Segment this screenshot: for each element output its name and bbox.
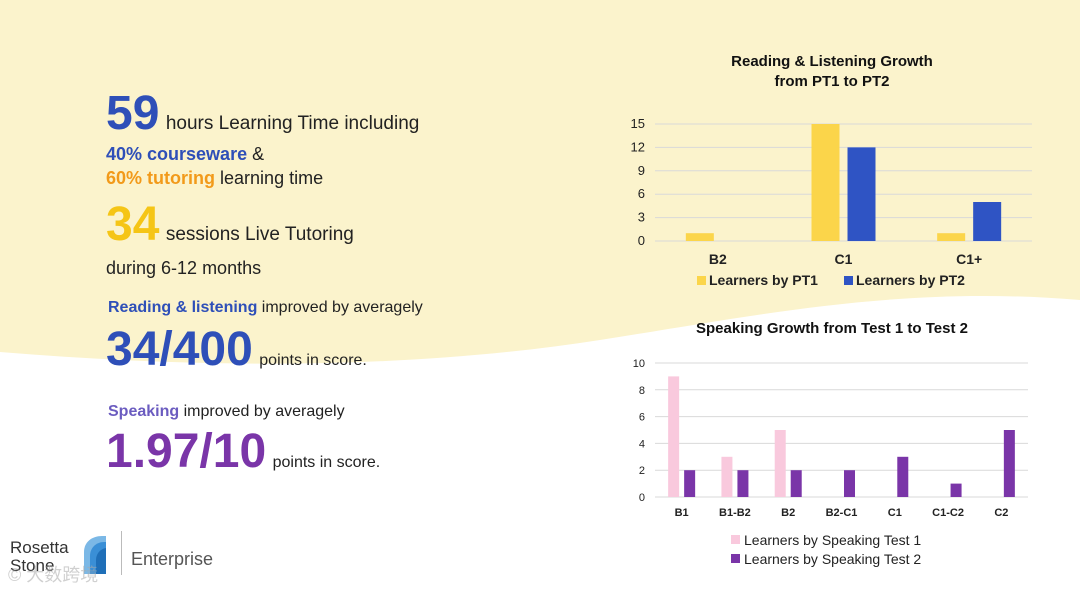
reading-label: Reading & listening (108, 299, 258, 316)
chart2-legend: Learners by Speaking Test 1 Learners by … (731, 532, 921, 567)
logo-divider (121, 531, 122, 575)
reading-listening-chart: Reading & Listening Growth from PT1 to P… (631, 53, 1032, 288)
tutoring-suffix: learning time (220, 168, 324, 188)
legend-label-test1: Learners by Speaking Test 1 (744, 532, 921, 548)
bar-b2-series2 (790, 470, 802, 497)
bar-c1plus-series1 (937, 233, 966, 241)
speaking-line: Speaking improved by averagely (108, 403, 345, 421)
logo-wordmark: Rosetta Stone (10, 539, 69, 575)
logo-line1: Rosetta (10, 538, 69, 557)
x-tick-label: C2 (994, 507, 1008, 519)
reading-line: Reading & listening improved by averagel… (108, 299, 423, 317)
legend-swatch-pt1 (697, 276, 706, 285)
legend-swatch-pt2 (844, 276, 853, 285)
watermark: © 大数跨境 (8, 561, 98, 587)
bar-b1-series2 (684, 470, 696, 497)
sessions-value: 34 (106, 198, 160, 251)
tutoring-pct: 60% tutoring (106, 168, 216, 188)
bar-b1-b2-series2 (737, 470, 749, 497)
chart1-y-ticks: 0 3 6 9 12 15 (631, 116, 645, 248)
watermark-icon: © (8, 565, 22, 585)
y-tick-label: 0 (639, 492, 645, 504)
bar-c1-c2-series2 (950, 483, 962, 497)
speaking-suffix: improved by averagely (183, 403, 345, 420)
chart2-grid (655, 362, 1028, 498)
y-tick-label: 3 (638, 210, 645, 225)
reading-score-suffix: points in score. (259, 352, 367, 369)
x-tick-label: B2 (709, 251, 727, 267)
speaking-score-suffix: points in score. (272, 454, 381, 471)
y-tick-label: 10 (633, 358, 645, 370)
bar-b2-series1 (774, 430, 786, 497)
y-tick-label: 6 (638, 186, 645, 201)
bar-b2-c1-series2 (844, 470, 855, 497)
bar-c1plus-series2 (973, 202, 1002, 241)
y-tick-label: 2 (639, 465, 645, 477)
chart2-title: Speaking Growth from Test 1 to Test 2 (696, 320, 968, 337)
y-tick-label: 12 (631, 139, 645, 154)
x-tick-label: B2 (781, 507, 795, 519)
reading-score: 34/400 (106, 323, 253, 376)
chart1-x-ticks: B2 C1 C1+ (709, 251, 982, 267)
legend-swatch-test1 (731, 535, 740, 544)
y-tick-label: 15 (631, 116, 645, 131)
reading-score-line: 34/400 points in score. (106, 326, 367, 374)
hours-value: 59 (106, 87, 160, 140)
bar-c2-series2 (1003, 430, 1015, 497)
courseware-suffix: & (252, 144, 265, 164)
y-tick-label: 6 (639, 412, 645, 424)
y-tick-label: 0 (638, 233, 645, 248)
chart2-y-ticks: 0 2 4 6 8 10 (633, 358, 645, 504)
x-tick-label: C1 (888, 507, 902, 519)
y-tick-label: 4 (639, 438, 645, 450)
x-tick-label: C1 (835, 251, 853, 267)
enterprise-label: Enterprise (131, 549, 214, 569)
x-tick-label: C1+ (956, 251, 982, 267)
legend-label-test2: Learners by Speaking Test 2 (744, 551, 921, 567)
speaking-score-line: 1.97/10 points in score. (106, 428, 380, 476)
rosetta-stone-icon (84, 536, 106, 574)
x-tick-label: B2-C1 (826, 507, 858, 519)
chart1-grid (655, 123, 1032, 242)
y-tick-label: 9 (638, 163, 645, 178)
x-tick-label: C1-C2 (932, 507, 964, 519)
legend-label-pt2: Learners by PT2 (856, 272, 965, 288)
logo-line2: Stone (10, 556, 55, 575)
reading-suffix: improved by averagely (261, 299, 423, 316)
chart1-title-line2: from PT1 to PT2 (774, 73, 889, 90)
speaking-score: 1.97/10 (106, 425, 267, 478)
speaking-chart: Speaking Growth from Test 1 to Test 2 0 2… (633, 320, 1028, 567)
hours-line: 59 hours Learning Time including (106, 90, 419, 138)
tutoring-line: 60% tutoring learning time (106, 168, 323, 189)
legend-swatch-test2 (731, 554, 740, 563)
x-tick-label: B1 (675, 507, 689, 519)
duration-text: during 6-12 months (106, 258, 262, 278)
courseware-pct: 40% courseware (106, 144, 248, 164)
bar-c1-series2 (897, 456, 909, 497)
sessions-line: 34 sessions Live Tutoring (106, 201, 354, 249)
x-tick-label: B1-B2 (719, 507, 751, 519)
y-tick-label: 8 (639, 385, 645, 397)
legend-label-pt1: Learners by PT1 (709, 272, 818, 288)
bar-b1-series1 (668, 376, 680, 497)
bar-b1-b2-series1 (721, 456, 733, 497)
bar-c1-series2 (847, 147, 876, 241)
sessions-text: sessions Live Tutoring (165, 224, 354, 245)
bar-c1-series1 (811, 124, 840, 241)
chart1-bars (685, 124, 1002, 241)
chart2-bars (668, 376, 1015, 497)
courseware-line: 40% courseware & (106, 144, 264, 165)
bar-b2-series1 (685, 233, 714, 241)
hours-text: hours Learning Time including (165, 113, 420, 134)
chart1-legend: Learners by PT1 Learners by PT2 (697, 272, 965, 288)
watermark-text: 大数跨境 (26, 565, 99, 585)
yellow-band (0, 0, 1080, 364)
chart1-title-line1: Reading & Listening Growth (731, 53, 933, 70)
speaking-label: Speaking (108, 403, 180, 420)
chart2-x-ticks: B1 B1-B2 B2 B2-C1 C1 C1-C2 C2 (675, 507, 1009, 519)
